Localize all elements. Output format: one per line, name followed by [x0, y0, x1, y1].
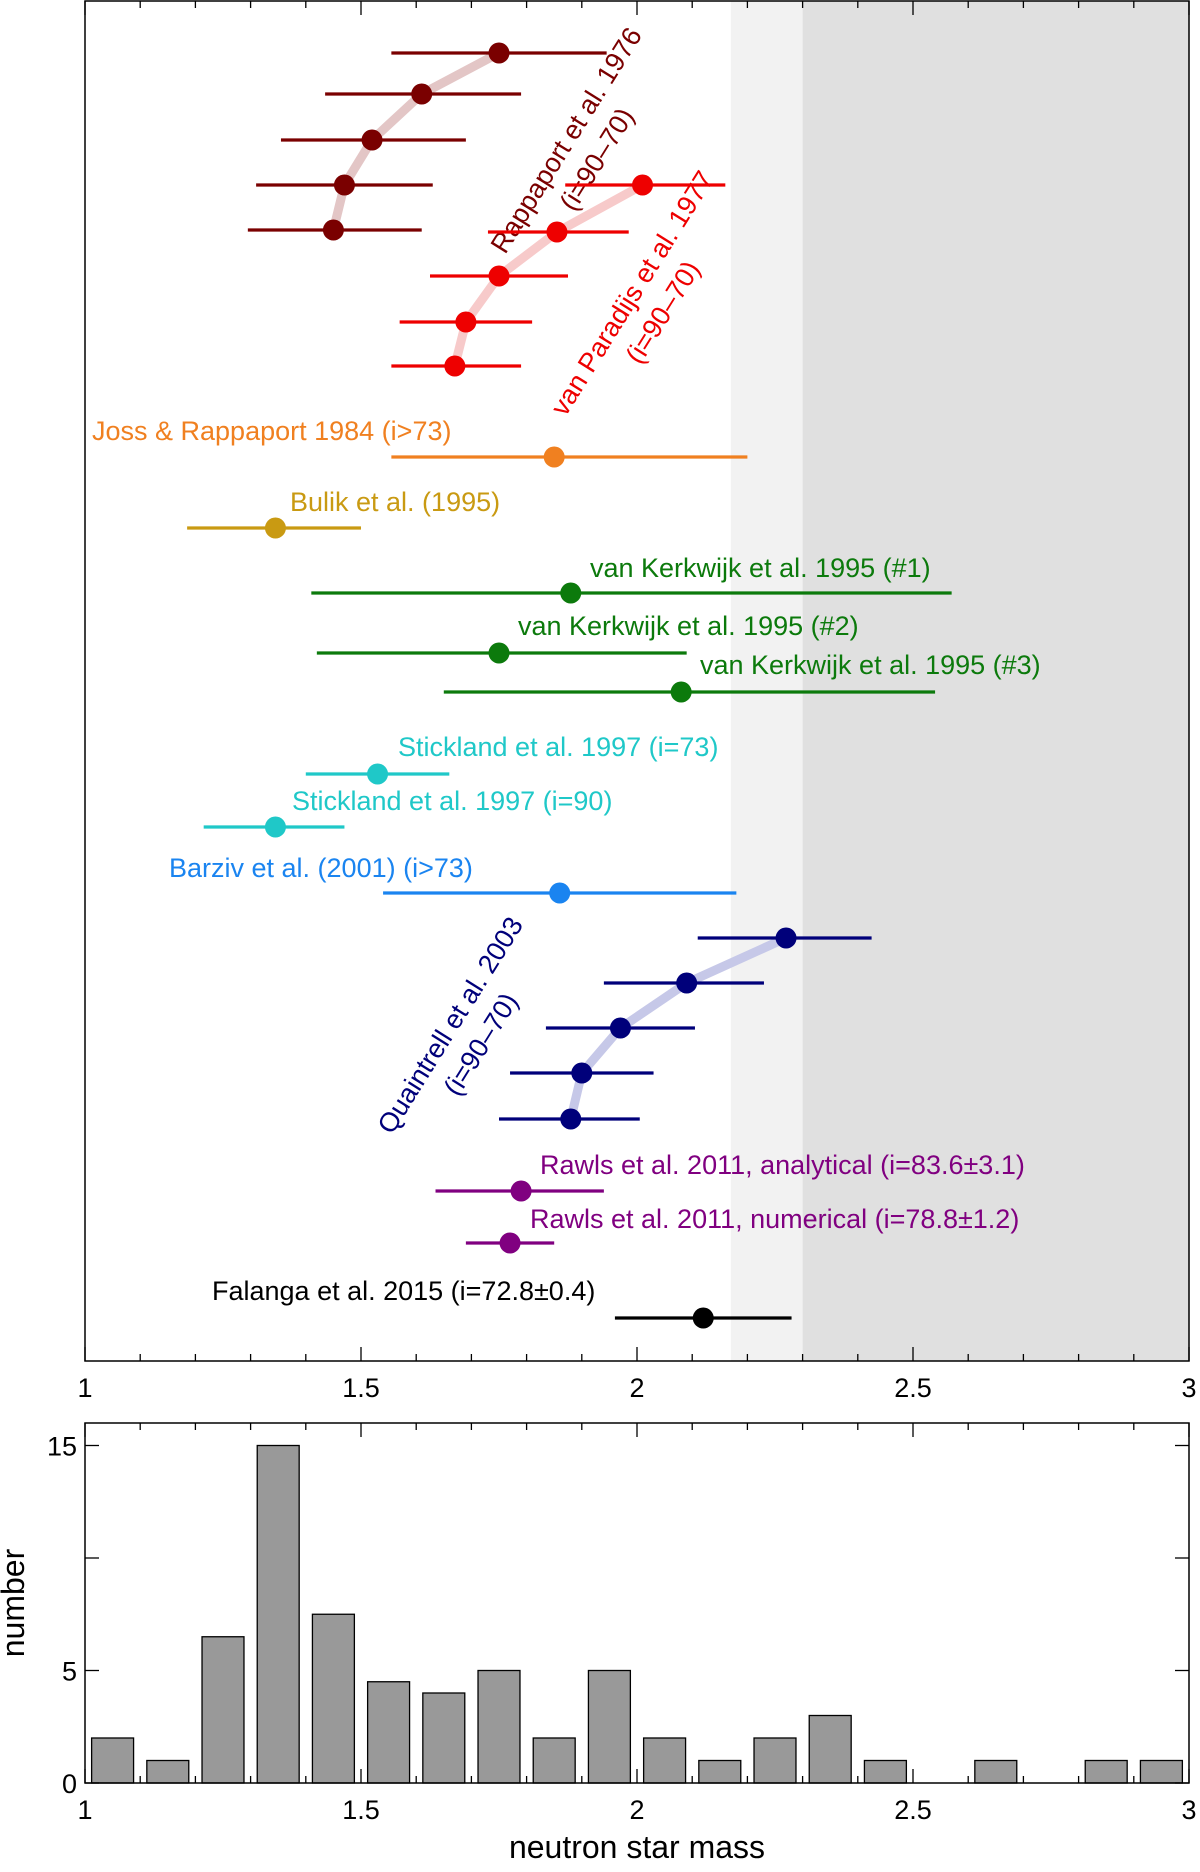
data-point [322, 219, 344, 241]
data-point [632, 174, 654, 196]
data-point [775, 927, 797, 949]
data-point [549, 882, 571, 904]
series-label: Stickland et al. 1997 (i=73) [398, 732, 718, 762]
series-joss-rappaport-1984-i-73: Joss & Rappaport 1984 (i>73) [92, 416, 748, 468]
data-point [367, 763, 389, 785]
series-label: Rawls et al. 2011, analytical (i=83.6±3.… [540, 1150, 1025, 1180]
series-van-kerkwijk-et-al-1995-1: van Kerkwijk et al. 1995 (#1) [311, 553, 952, 604]
histogram-bar [753, 1737, 797, 1784]
data-point [488, 265, 510, 287]
histogram-bar [90, 1737, 135, 1784]
histogram-bar [366, 1681, 411, 1784]
histogram-bar [201, 1636, 245, 1784]
bottom-x-tick-label: 2 [629, 1795, 644, 1825]
data-point [455, 311, 477, 333]
data-point [560, 1108, 582, 1130]
series-rawls-et-al-2011-analytical-i-83-6-3-1: Rawls et al. 2011, analytical (i=83.6±3.… [435, 1150, 1025, 1202]
histogram-bar [698, 1759, 742, 1784]
series-label: van Kerkwijk et al. 1995 (#3) [700, 650, 1041, 680]
series-label: Bulik et al. (1995) [290, 487, 500, 517]
series-label: Joss & Rappaport 1984 (i>73) [92, 416, 451, 446]
data-point [543, 446, 565, 468]
y-tick-label: 5 [62, 1657, 77, 1687]
data-point [571, 1062, 593, 1084]
x-axis-title: neutron star mass [509, 1829, 765, 1865]
histogram-bar [863, 1759, 908, 1784]
series-label: Barziv et al. (2001) (i>73) [169, 853, 473, 883]
series-stickland-et-al-1997-i-90: Stickland et al. 1997 (i=90) [203, 786, 612, 838]
series-rawls-et-al-2011-numerical-i-78-8-1-2: Rawls et al. 2011, numerical (i=78.8±1.2… [465, 1204, 1019, 1254]
histogram-panel: 1 1.5 2 2.5 3 0 5 15 neutron star mass number [0, 1422, 1197, 1865]
series-rappaport-et-al-1976-i-90-70: Rappaport et al. 1976(i=90–70) [247, 22, 648, 258]
histogram-bar [587, 1669, 632, 1784]
y-axis-title: number [0, 1548, 31, 1657]
histogram-bar [422, 1692, 466, 1784]
shaded-region-1 [730, 1, 803, 1361]
histogram-bar [532, 1737, 576, 1784]
data-point [488, 42, 510, 64]
bottom-x-tick-label: 1.5 [342, 1795, 380, 1825]
histogram-bar [642, 1737, 687, 1784]
data-point [264, 517, 286, 539]
histogram-bar [256, 1444, 300, 1784]
top-x-tick-label: 1.5 [342, 1373, 380, 1403]
data-point [546, 221, 568, 243]
data-point [333, 174, 355, 196]
series-bulik-et-al-1995: Bulik et al. (1995) [187, 487, 500, 539]
series-barziv-et-al-2001-i-73: Barziv et al. (2001) (i>73) [169, 853, 737, 904]
top-x-tick-label: 1 [77, 1373, 92, 1403]
y-tick-label: 15 [47, 1432, 77, 1462]
histogram-bar [146, 1759, 190, 1784]
data-point [264, 816, 286, 838]
histogram-bar [311, 1613, 356, 1784]
data-point [609, 1017, 631, 1039]
series-label: Falanga et al. 2015 (i=72.8±0.4) [212, 1276, 595, 1306]
histogram-bar [1084, 1759, 1128, 1784]
data-point [692, 1307, 714, 1329]
error-bar-panel: 1 1.5 2 2.5 3 Rappaport et al. 1976(i=90–70) v… [77, 0, 1197, 1403]
series-van-kerkwijk-et-al-1995-2: van Kerkwijk et al. 1995 (#2) [316, 611, 859, 664]
data-point [444, 355, 466, 377]
series-label: Rawls et al. 2011, numerical (i=78.8±1.2… [530, 1204, 1019, 1234]
series-label: van Kerkwijk et al. 1995 (#2) [518, 611, 859, 641]
top-x-tick-label: 2 [629, 1373, 644, 1403]
histogram-bar [808, 1714, 852, 1784]
top-x-tick-label: 2.5 [894, 1373, 932, 1403]
data-point [361, 129, 383, 151]
data-point [510, 1180, 532, 1202]
bottom-x-tick-label: 3 [1181, 1795, 1196, 1825]
series-label: Stickland et al. 1997 (i=90) [292, 786, 612, 816]
y-tick-label: 0 [62, 1769, 77, 1799]
bottom-x-tick-label: 1 [77, 1795, 92, 1825]
data-point [488, 642, 510, 664]
histogram-bar [477, 1669, 521, 1784]
top-x-tick-label: 3 [1181, 1373, 1196, 1403]
data-point [560, 582, 582, 604]
histogram-bar [974, 1759, 1018, 1784]
series-van-kerkwijk-et-al-1995-3: van Kerkwijk et al. 1995 (#3) [443, 650, 1041, 703]
series-falanga-et-al-2015-i-72-8-0-4: Falanga et al. 2015 (i=72.8±0.4) [212, 1276, 792, 1329]
bottom-plot-frame [84, 1422, 1190, 1784]
bottom-x-tick-label: 2.5 [894, 1795, 932, 1825]
data-point [499, 1232, 521, 1254]
series-stickland-et-al-1997-i-73: Stickland et al. 1997 (i=73) [305, 732, 718, 785]
data-point [670, 681, 692, 703]
series-label: Quaintrell et al. 2003(i=90–70) [372, 912, 560, 1158]
data-point [411, 83, 433, 105]
data-point [676, 972, 698, 994]
shaded-region-2 [802, 1, 1189, 1361]
series-label: van Kerkwijk et al. 1995 (#1) [590, 553, 931, 583]
histogram-bar [1139, 1759, 1184, 1784]
